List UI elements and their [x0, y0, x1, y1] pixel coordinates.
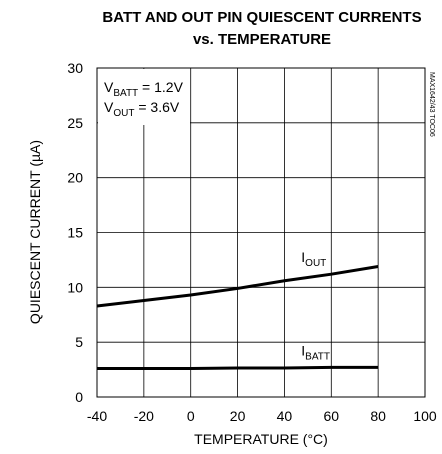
chart-title: BATT AND OUT PIN QUIESCENT CURRENTS [102, 9, 421, 26]
series-name-sub: BATT [305, 351, 330, 362]
annotation-main: V [104, 79, 114, 95]
x-tick-label: -40 [87, 408, 107, 424]
y-tick-label: 25 [67, 115, 83, 131]
y-tick-label: 20 [67, 170, 83, 186]
annotation-main: V [104, 99, 114, 115]
y-tick-label: 0 [75, 389, 83, 405]
y-tick-label: 15 [67, 225, 83, 241]
series-name-sub: OUT [305, 258, 326, 269]
y-tick-label: 30 [67, 60, 83, 76]
annotation-rest: = 3.6V [134, 99, 179, 115]
annotation-sub: BATT [113, 88, 138, 99]
annotation: VOUT = 3.6V [104, 99, 180, 119]
x-axis-label: TEMPERATURE (°C) [194, 431, 328, 447]
x-tick-label: -20 [134, 408, 154, 424]
x-tick-label: 40 [277, 408, 293, 424]
x-tick-label: 60 [323, 408, 339, 424]
series-label: IBATT [301, 342, 330, 362]
annotation-rest: = 1.2V [138, 79, 183, 95]
x-tick-label: 100 [413, 408, 437, 424]
annotation-sub: OUT [113, 108, 134, 119]
annotation-box [98, 69, 190, 125]
series-label: IOUT [301, 249, 326, 269]
x-tick-label: 20 [230, 408, 246, 424]
chart-title: vs. TEMPERATURE [193, 31, 331, 48]
x-tick-label: 0 [187, 408, 195, 424]
series-name: I [301, 249, 305, 265]
x-tick-label: 80 [370, 408, 386, 424]
plot-frame [96, 67, 426, 398]
y-axis-label: QUIESCENT CURRENT (µA) [27, 140, 43, 324]
series-name: I [301, 342, 305, 358]
annotation: VBATT = 1.2V [104, 79, 184, 99]
y-tick-label: 10 [67, 279, 83, 295]
series-line [96, 265, 379, 308]
y-tick-label: 5 [75, 334, 83, 350]
series-line [97, 365, 379, 370]
side-note: MAX1642/43 TOC06 [428, 72, 435, 137]
